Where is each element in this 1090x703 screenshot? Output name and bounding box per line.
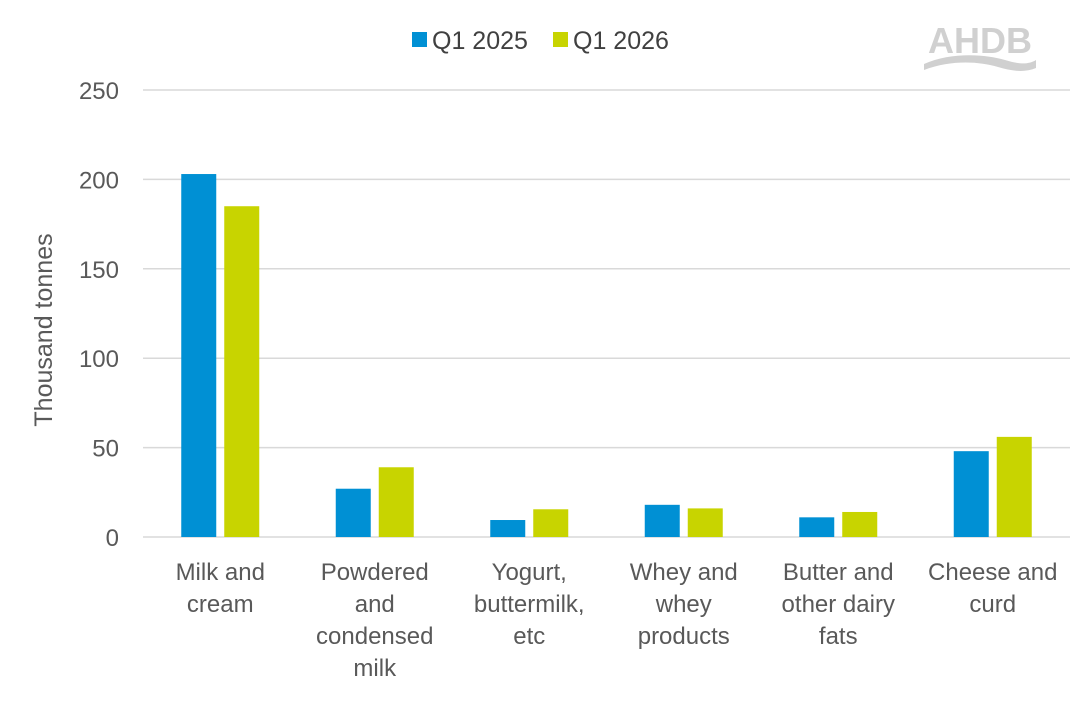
ahdb-logo: AHDB xyxy=(924,20,1036,71)
bar xyxy=(490,520,526,537)
legend: Q1 2025 Q1 2026 xyxy=(412,27,669,55)
bar xyxy=(644,504,680,537)
bar xyxy=(687,508,723,537)
y-tick-label: 50 xyxy=(92,436,119,463)
legend-label: Q1 2025 xyxy=(432,27,528,55)
gridlines xyxy=(143,89,1070,538)
y-tick-label: 100 xyxy=(79,346,119,373)
x-category-label: Cheese and curd xyxy=(928,559,1057,618)
bar xyxy=(533,509,569,537)
bar xyxy=(953,451,989,537)
y-tick-label: 150 xyxy=(79,257,119,284)
bar xyxy=(335,488,371,537)
x-category-label: Powdered and condensed milk xyxy=(316,559,433,682)
y-tick-label: 200 xyxy=(79,167,119,194)
bar xyxy=(799,517,835,537)
y-tick-label: 250 xyxy=(79,78,119,105)
x-category-label: Yogurt, buttermilk, etc xyxy=(474,559,585,650)
bar xyxy=(842,511,878,537)
x-category-label: Whey and whey products xyxy=(630,559,738,650)
logo-swoosh-icon xyxy=(924,55,1036,71)
legend-swatch xyxy=(553,32,568,47)
legend-label: Q1 2026 xyxy=(573,27,669,55)
bar xyxy=(181,174,217,537)
bars xyxy=(181,174,1032,537)
y-axis-ticks: 0 50 100 150 200 250 xyxy=(79,78,119,552)
x-category-label: Milk and cream xyxy=(176,559,265,618)
x-category-label: Butter and other dairy fats xyxy=(782,559,895,650)
logo-text: AHDB xyxy=(928,20,1032,61)
bar xyxy=(996,436,1032,537)
legend-swatch xyxy=(412,32,427,47)
x-axis-categories: Milk and cream Powdered and condensed milk Yog… xyxy=(176,559,1058,682)
bar xyxy=(378,467,414,537)
bar xyxy=(224,206,260,537)
y-tick-label: 0 xyxy=(106,525,119,552)
y-axis-label: Thousand tonnes xyxy=(30,233,58,426)
